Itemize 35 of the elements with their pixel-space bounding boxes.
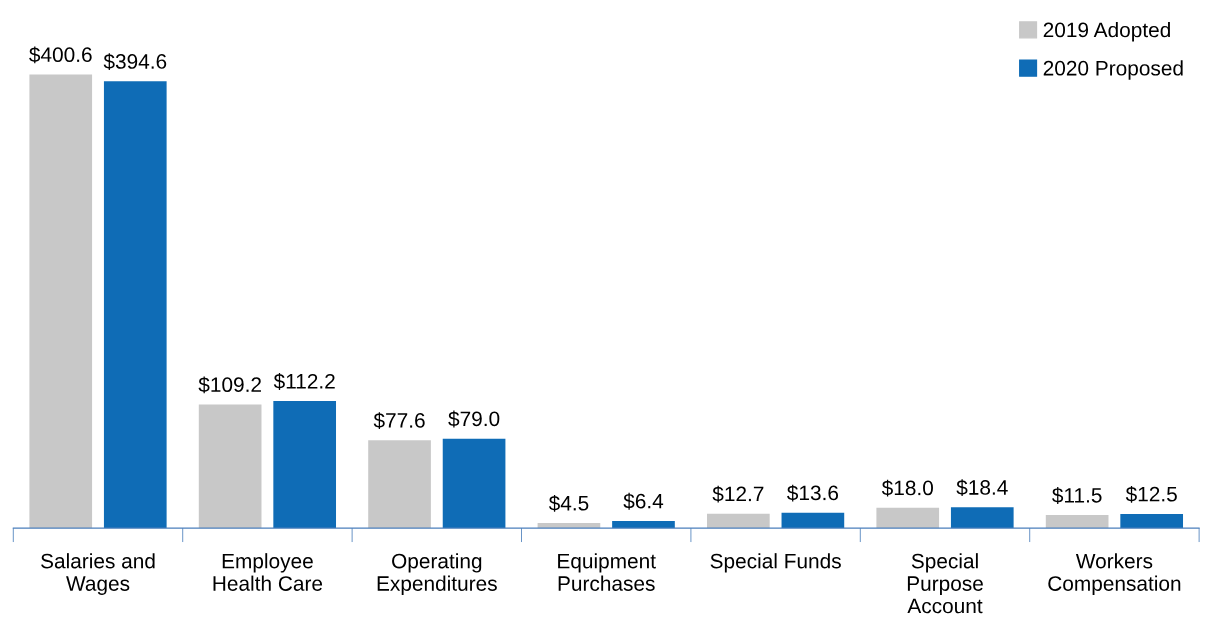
x-tick-label: Employee Health Care	[213, 553, 323, 591]
legend-label: 2019 Adopted	[1043, 22, 1170, 42]
bar	[103, 81, 167, 529]
bar	[198, 404, 262, 529]
data-label: $13.6	[787, 484, 839, 502]
x-tick-label: Special Funds	[710, 553, 841, 573]
bar	[29, 74, 93, 529]
bar	[876, 507, 940, 529]
bar	[1045, 515, 1109, 529]
data-label: $4.5	[548, 494, 589, 512]
bar	[781, 512, 845, 529]
data-label: $77.6	[373, 412, 425, 430]
data-label: $12.7	[712, 485, 764, 503]
x-tick-label: Salaries and Wages	[41, 553, 155, 596]
data-label: $400.6	[29, 46, 92, 64]
data-label: $18.0	[881, 479, 933, 497]
x-tick-label: Operating Expenditures	[377, 553, 497, 596]
x-tick-label: Workers Compensation	[1048, 553, 1181, 596]
bar	[368, 440, 431, 529]
bar	[1120, 513, 1184, 529]
data-label: $11.5	[1052, 487, 1102, 504]
legend-label: 2020 Proposed	[1043, 60, 1183, 80]
x-tick-label: Equipment Purchases	[558, 553, 656, 591]
data-label: $112.2	[273, 373, 335, 390]
data-label: $18.4	[956, 479, 1008, 497]
data-label: $6.4	[623, 492, 664, 510]
data-label: $109.2	[198, 376, 261, 394]
data-label: $12.5	[1125, 485, 1177, 503]
bar	[950, 507, 1014, 529]
bar	[442, 438, 506, 529]
data-label: $79.0	[448, 410, 500, 428]
bar	[707, 513, 770, 529]
data-label: $394.6	[103, 53, 167, 71]
bar	[273, 401, 337, 529]
x-tick-label: Special Purpose Account	[907, 553, 983, 614]
